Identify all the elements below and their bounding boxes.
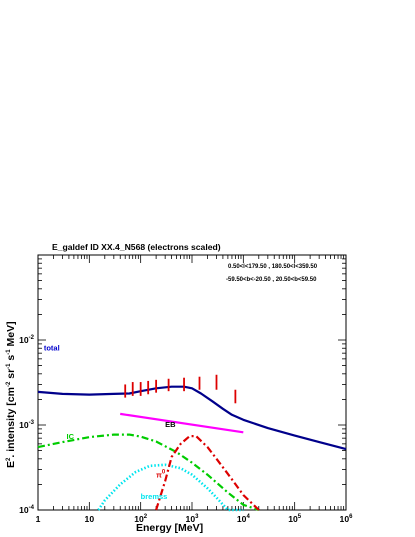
- y-tick-label-exp: -2: [29, 335, 35, 341]
- series-line-total: [37, 385, 347, 451]
- y-axis-title-sup: -2: [6, 381, 12, 387]
- series-label: IC: [67, 432, 75, 441]
- x-tick-label-exp: 5: [298, 514, 302, 520]
- x-tick-label: 102: [134, 514, 148, 524]
- series-label-text: EB: [165, 420, 176, 429]
- x-axis-title: Energy [MeV]: [136, 522, 203, 534]
- x-tick-label-exp: 3: [195, 514, 199, 520]
- axis-ticks: [37, 255, 347, 511]
- y-axis-title: E2. intensity [cm-2 sr-1 s-1 MeV]: [5, 321, 17, 468]
- y-tick-label-base: 10: [19, 335, 29, 345]
- y-axis-title-part: sr: [5, 369, 17, 382]
- x-tick-label-base: 10: [85, 514, 95, 524]
- series-label: EB: [165, 420, 176, 429]
- series-label-text: π: [156, 471, 162, 480]
- series-layer: [37, 385, 347, 512]
- x-tick-labels: 1 10 102 103 104 105 106: [36, 514, 354, 524]
- series-line-pi0: [155, 435, 260, 511]
- y-tick-label: 10-2: [19, 335, 35, 345]
- x-tick-label: 106: [340, 514, 354, 524]
- y-tick-labels: 10-410-310-2: [19, 335, 35, 515]
- region-annotation: 0.50<l<179.50 , 180.50<l<359.50 -59.50<b…: [226, 264, 318, 283]
- y-axis-title-sup: -1: [6, 363, 12, 369]
- x-tick-label-base: 10: [288, 514, 298, 524]
- x-tick-label-base: 10: [186, 514, 196, 524]
- series-label-text: IC: [67, 432, 75, 441]
- x-tick-label: 1: [36, 514, 41, 524]
- x-tick-label-exp: 6: [349, 514, 353, 520]
- y-axis-title-part: s: [5, 355, 17, 364]
- plot-frame: [37, 254, 347, 511]
- chart-title: E_galdef ID XX.4_N568 (electrons scaled): [52, 242, 221, 252]
- y-tick-label-base: 10: [19, 505, 29, 515]
- series-label: bremss: [141, 492, 168, 501]
- series-line-bremss: [97, 463, 244, 512]
- x-tick-label: 105: [288, 514, 302, 524]
- series-label-text: total: [44, 344, 60, 353]
- x-tick-label-exp: 2: [144, 514, 148, 520]
- y-axis-title-part: . intensity [cm: [5, 387, 17, 458]
- series-label: π0: [156, 470, 166, 480]
- series-line-ic: [37, 433, 260, 512]
- y-tick-label-exp: -4: [29, 505, 35, 511]
- y-axis-title-sup: 2: [6, 457, 12, 461]
- series-label-sup: 0: [162, 470, 166, 476]
- x-tick-label: 10: [85, 514, 95, 524]
- x-tick-label-exp: 4: [246, 514, 250, 520]
- y-axis-title-sup: -1: [6, 349, 12, 355]
- x-tick-label-base: 1: [36, 514, 41, 524]
- plot-border: [37, 254, 347, 511]
- region-annotation-line: 0.50<l<179.50 , 180.50<l<359.50: [228, 264, 318, 270]
- y-tick-label-base: 10: [19, 420, 29, 430]
- y-tick-label: 10-3: [19, 420, 35, 430]
- series-label: total: [44, 344, 60, 353]
- x-tick-label: 103: [186, 514, 200, 524]
- region-annotation-line: -59.50<b<-20.50 , 20.50<b<59.50: [226, 277, 317, 283]
- x-tick-label-base: 10: [134, 514, 144, 524]
- x-tick-label: 104: [237, 514, 251, 524]
- y-tick-label-exp: -3: [29, 420, 35, 426]
- series-labels-layer: total EB IC π0 bremss: [44, 344, 176, 501]
- series-label-text: bremss: [141, 492, 168, 501]
- y-axis-title-part: E: [5, 461, 17, 468]
- x-tick-label-base: 10: [237, 514, 247, 524]
- data-points-layer: [124, 374, 237, 404]
- y-tick-label: 10-4: [19, 505, 35, 515]
- y-axis-title-part: MeV]: [5, 321, 17, 349]
- series-line-eb: [120, 412, 244, 434]
- x-tick-label-base: 10: [340, 514, 350, 524]
